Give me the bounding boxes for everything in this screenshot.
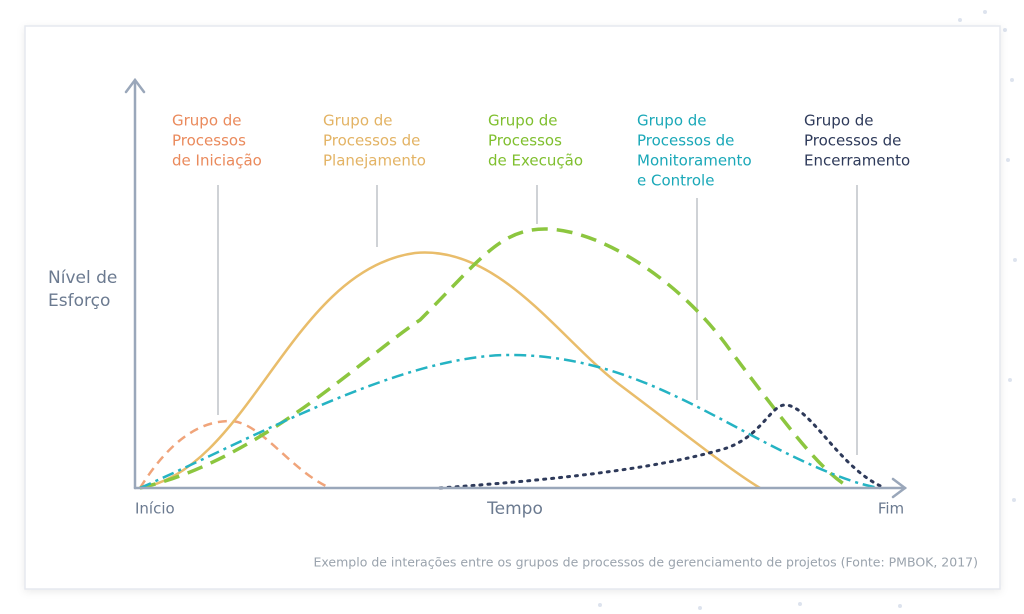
y-axis-label: Nível de [48, 268, 117, 288]
group-label: de Iniciação [172, 152, 262, 170]
group-label: Grupo de [172, 112, 242, 130]
group-label: Processos de [804, 132, 901, 150]
x-end-label: Fim [878, 500, 904, 518]
labels: Nível de Esforço Tempo Início Fim Grupo de Pro… [48, 112, 978, 570]
group-label: Processos de [323, 132, 420, 150]
group-label: Processos [172, 132, 246, 150]
x-axis-label: Tempo [486, 499, 543, 519]
group-label: de Execução [488, 152, 583, 170]
group-label: Encerramento [804, 152, 910, 170]
curve-execucao [139, 227, 851, 490]
group-label: Monitoramento [637, 152, 752, 170]
y-axis-label: Esforço [48, 291, 110, 311]
group-label: Grupo de [488, 112, 558, 130]
group-label: Processos de [637, 132, 734, 150]
card [24, 25, 1001, 590]
curve-planejamento [139, 251, 761, 490]
group-label: Planejamento [323, 152, 426, 170]
curves [138, 227, 887, 490]
background-dots [598, 10, 1017, 610]
group-label: Grupo de [804, 112, 874, 130]
group-label: Grupo de [637, 112, 707, 130]
group-label: e Controle [637, 172, 714, 190]
axes [124, 77, 908, 499]
curve-monitoramento [139, 353, 881, 490]
group-label: Processos [488, 132, 562, 150]
leader-lines [217, 185, 858, 455]
curve-iniciacao [138, 419, 331, 490]
group-label: Grupo de [323, 112, 393, 130]
curve-encerramento [438, 403, 887, 490]
caption: Exemplo de interações entre os grupos de… [314, 555, 978, 570]
x-start-label: Início [135, 500, 175, 518]
